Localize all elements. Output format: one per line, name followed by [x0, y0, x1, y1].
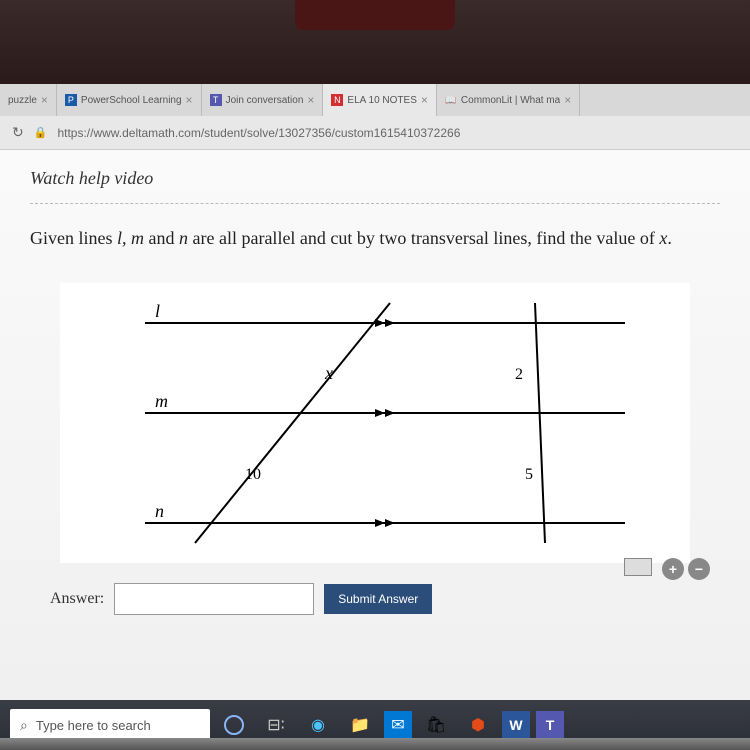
tab-label: CommonLit | What ma — [461, 95, 560, 106]
keyboard-icon[interactable] — [624, 558, 652, 576]
question-text: Given lines l, m and n are all parallel … — [30, 224, 720, 253]
question-part: Given lines — [30, 228, 117, 248]
label-n: n — [155, 501, 164, 521]
tab-bar: puzzle × P PowerSchool Learning × T Join… — [0, 84, 750, 116]
label-l: l — [155, 301, 160, 321]
question-part: are all parallel and cut by two transver… — [188, 228, 659, 248]
help-video-link[interactable]: Watch help video — [30, 160, 720, 204]
close-icon[interactable]: × — [564, 93, 571, 107]
site-icon: 📖 — [445, 94, 457, 106]
submit-button[interactable]: Submit Answer — [324, 584, 432, 614]
tab-puzzle[interactable]: puzzle × — [0, 84, 57, 116]
url-text[interactable]: https://www.deltamath.com/student/solve/… — [57, 126, 738, 140]
tab-label: PowerSchool Learning — [81, 95, 182, 106]
label-2: 2 — [515, 366, 523, 383]
tab-label: ELA 10 NOTES — [347, 95, 416, 106]
tab-powerschool[interactable]: P PowerSchool Learning × — [57, 84, 202, 116]
reload-icon[interactable]: ↻ — [12, 124, 24, 141]
address-bar: ↻ 🔒 https://www.deltamath.com/student/so… — [0, 116, 750, 150]
page-content: Watch help video Given lines l, m and n … — [0, 150, 750, 700]
close-icon[interactable]: × — [41, 93, 48, 107]
label-x: x — [324, 363, 333, 383]
site-icon: P — [65, 94, 77, 106]
tab-label: puzzle — [8, 95, 37, 106]
label-5: 5 — [525, 466, 533, 483]
site-icon: T — [210, 94, 222, 106]
tab-ela-notes[interactable]: N ELA 10 NOTES × — [323, 84, 437, 116]
close-icon[interactable]: × — [186, 93, 193, 107]
label-10: 10 — [245, 466, 261, 483]
question-part: . — [667, 228, 672, 248]
help-video-label: Watch help video — [30, 168, 153, 188]
taskbar-search[interactable]: ⌕ Type here to search — [10, 709, 210, 741]
browser-window: puzzle × P PowerSchool Learning × T Join… — [0, 84, 750, 700]
question-var: n — [179, 228, 188, 248]
close-icon[interactable]: × — [307, 93, 314, 107]
minus-button[interactable]: − — [688, 558, 710, 580]
tab-commonlit[interactable]: 📖 CommonLit | What ma × — [437, 84, 580, 116]
site-icon: N — [331, 94, 343, 106]
answer-input[interactable] — [114, 583, 314, 615]
search-placeholder: Type here to search — [36, 718, 151, 733]
plus-button[interactable]: + — [662, 558, 684, 580]
camera-notch — [295, 0, 455, 30]
math-tools: + − — [624, 558, 710, 580]
label-m: m — [155, 391, 168, 411]
geometry-diagram: l m n x 2 10 5 — [60, 283, 690, 563]
answer-section: Answer: Submit Answer — [30, 583, 720, 615]
question-var: l, m — [117, 228, 144, 248]
laptop-frame — [0, 738, 750, 750]
mail-icon[interactable]: ✉ — [384, 711, 412, 739]
word-icon[interactable]: W — [502, 711, 530, 739]
close-icon[interactable]: × — [421, 93, 428, 107]
search-icon: ⌕ — [20, 717, 28, 734]
teams-icon[interactable]: T — [536, 711, 564, 739]
question-part: and — [144, 228, 179, 248]
answer-label: Answer: — [50, 590, 104, 608]
tab-teams[interactable]: T Join conversation × — [202, 84, 324, 116]
tab-label: Join conversation — [226, 95, 304, 106]
lock-icon[interactable]: 🔒 — [34, 126, 48, 139]
